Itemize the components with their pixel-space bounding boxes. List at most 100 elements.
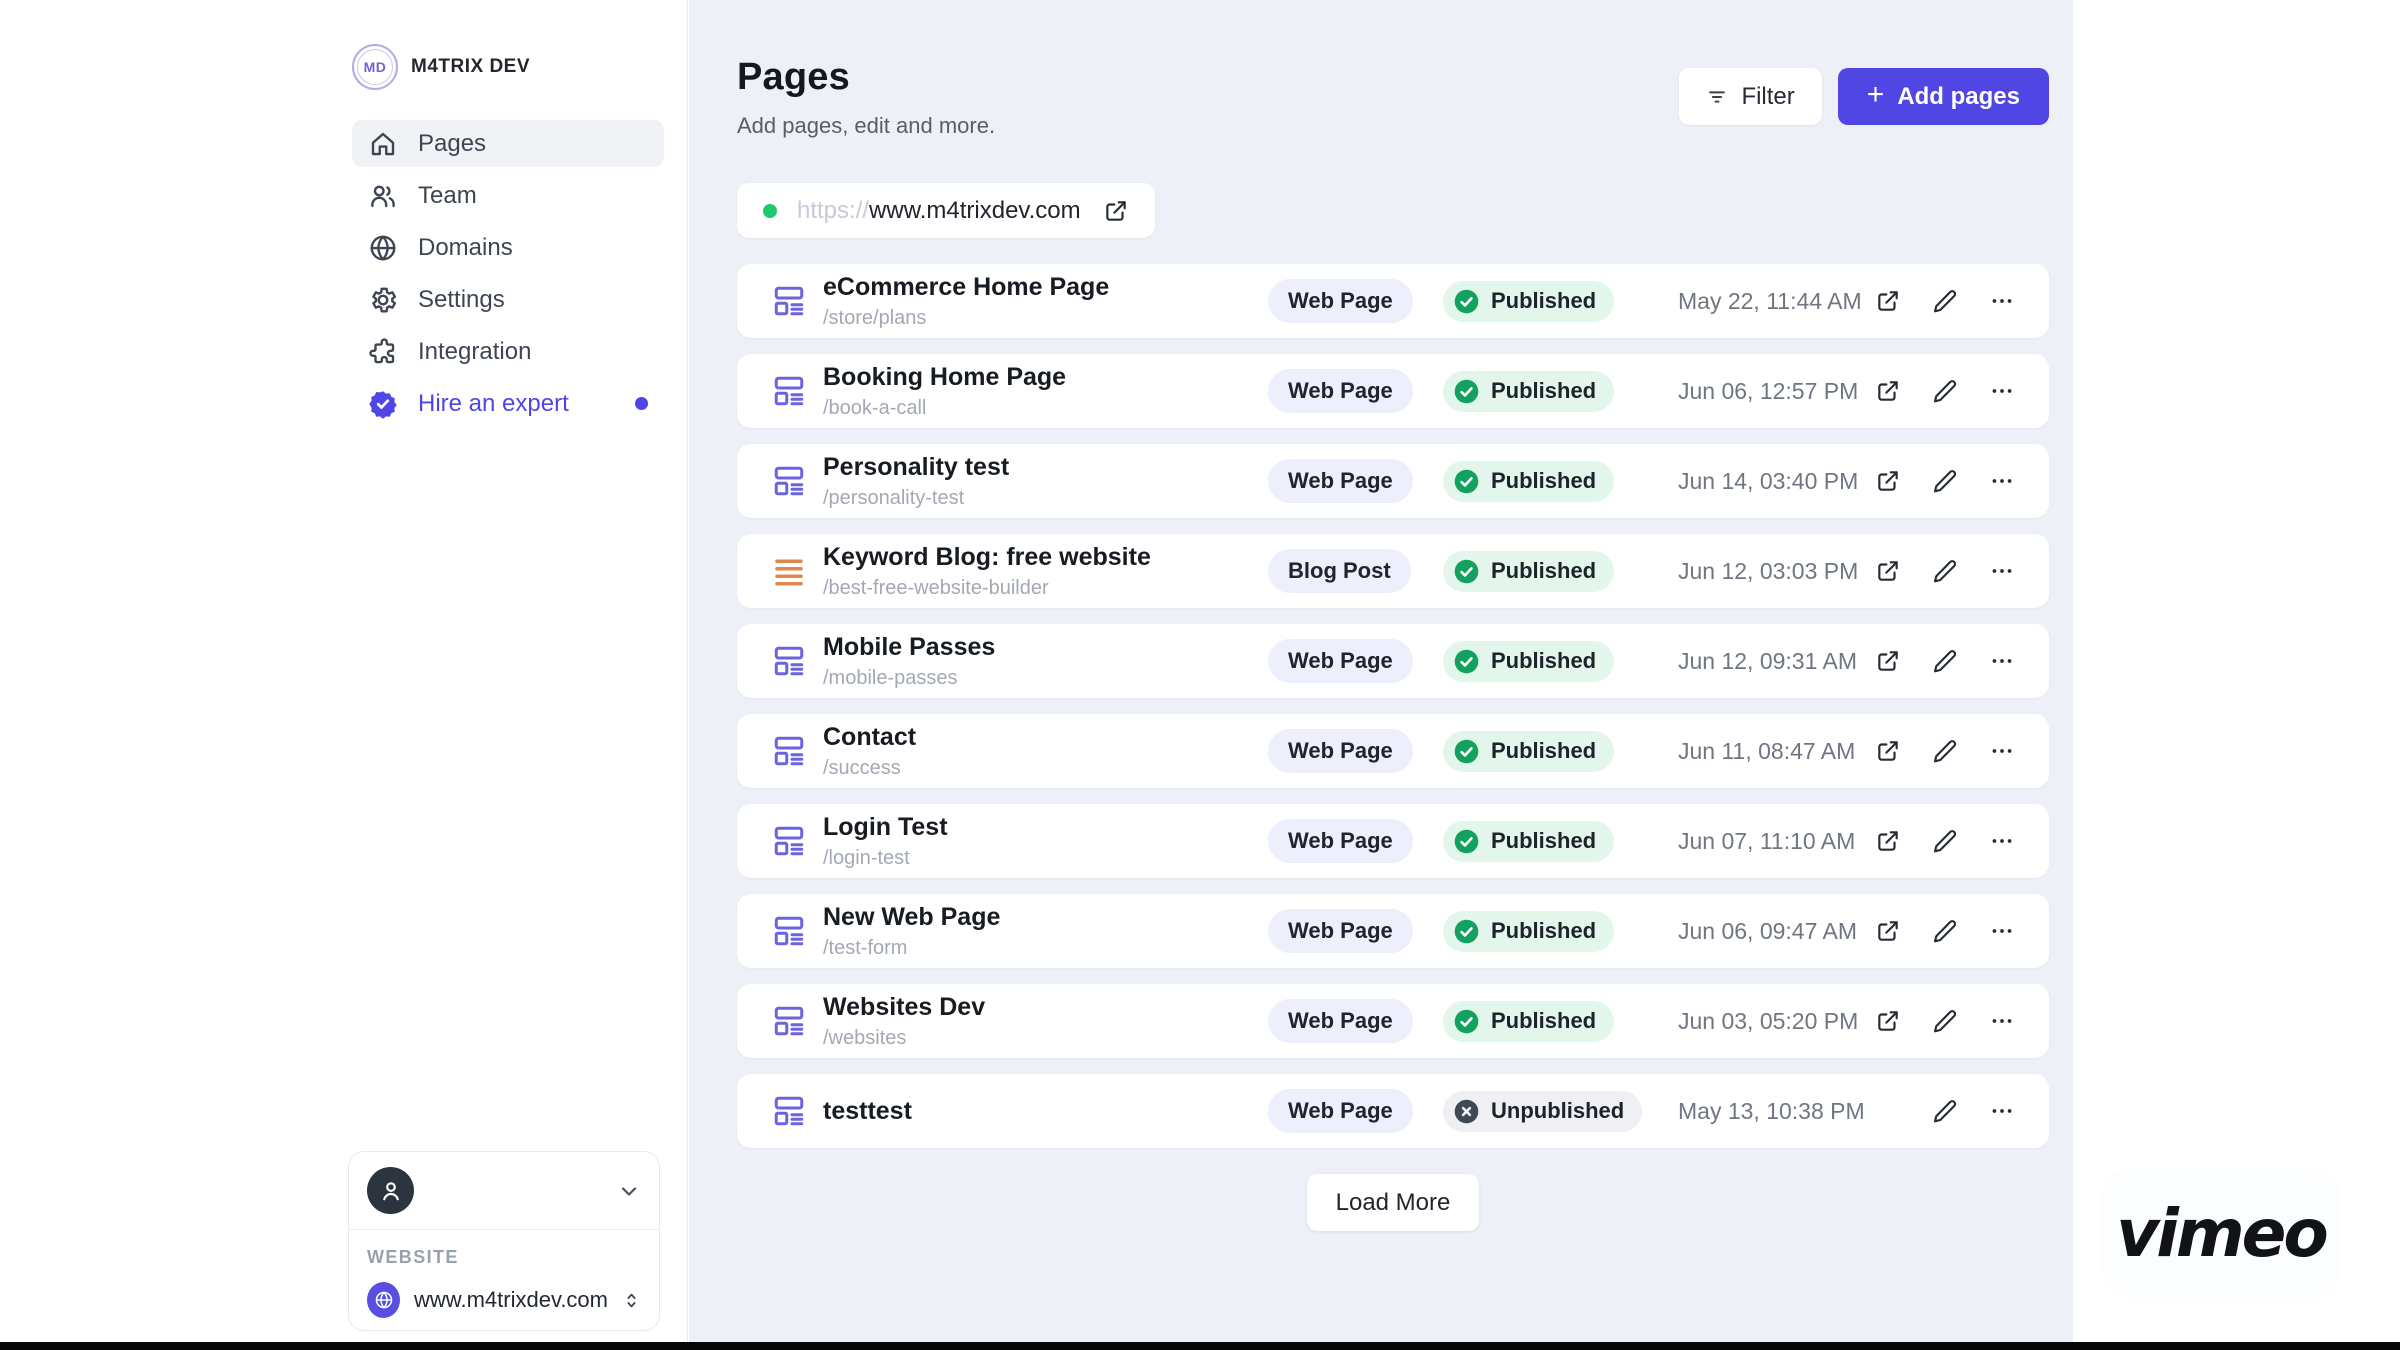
status-badge: Published — [1443, 910, 1615, 952]
more-options-icon[interactable] — [1989, 918, 2015, 944]
load-more-button[interactable]: Load More — [1306, 1174, 1480, 1231]
status-badge: Published — [1443, 550, 1615, 592]
status-badge: Published — [1443, 820, 1615, 862]
url-protocol: https:// — [797, 196, 870, 224]
integration-icon — [368, 337, 398, 367]
external-link-icon[interactable] — [1875, 378, 1901, 404]
more-options-icon[interactable] — [1989, 1008, 2015, 1034]
add-pages-button-label: Add pages — [1897, 82, 2020, 110]
page-timestamp: Jun 07, 11:10 AM — [1678, 827, 1856, 854]
more-options-icon[interactable] — [1989, 378, 2015, 404]
status-badge: Published — [1443, 640, 1615, 682]
page-timestamp: Jun 14, 03:40 PM — [1678, 467, 1859, 494]
edit-icon[interactable] — [1932, 558, 1958, 584]
external-link-icon[interactable] — [1875, 288, 1901, 314]
page-title-text: Contact — [823, 722, 917, 751]
brand-logo: MD M4TRIX DEV — [352, 44, 664, 90]
page-row: eCommerce Home Page/store/plans Web Page P… — [737, 264, 2049, 338]
more-options-icon[interactable] — [1989, 288, 2015, 314]
notification-dot — [635, 397, 648, 410]
check-circle-icon — [1453, 738, 1480, 765]
status-label: Published — [1491, 828, 1597, 853]
globe-icon — [368, 233, 398, 263]
blog-post-icon — [771, 553, 823, 589]
brand-logo-icon: MD — [352, 44, 398, 90]
page-title-text: testtest — [823, 1096, 912, 1125]
page-subtitle: Add pages, edit and more. — [737, 113, 996, 138]
filter-button[interactable]: Filter — [1679, 68, 1822, 125]
sidebar-item-domains[interactable]: Domains — [352, 224, 664, 271]
more-options-icon[interactable] — [1989, 648, 2015, 674]
edit-icon[interactable] — [1932, 648, 1958, 674]
website-label: WEBSITE — [367, 1247, 459, 1267]
external-link-icon[interactable] — [1875, 468, 1901, 494]
edit-icon[interactable] — [1932, 1008, 1958, 1034]
edit-icon[interactable] — [1932, 738, 1958, 764]
web-page-icon — [771, 733, 823, 769]
team-icon — [368, 181, 398, 211]
sidebar-item-label: Settings — [418, 285, 505, 313]
web-page-icon — [771, 1093, 823, 1129]
edit-icon[interactable] — [1932, 1098, 1958, 1124]
web-page-icon — [771, 463, 823, 499]
page-title-text: Websites Dev — [823, 992, 986, 1021]
home-icon — [368, 129, 398, 159]
external-link-icon[interactable] — [1875, 1008, 1901, 1034]
add-pages-button[interactable]: + Add pages — [1837, 68, 2049, 125]
page-title-text: Booking Home Page — [823, 362, 1067, 391]
page-row: Login Test/login-test Web Page Published Ju… — [737, 804, 2049, 878]
external-link-icon[interactable] — [1875, 918, 1901, 944]
page-path: /best-free-website-builder — [823, 576, 1049, 599]
page-title-text: Personality test — [823, 452, 1010, 481]
website-value: www.m4trixdev.com — [414, 1287, 608, 1312]
external-link-icon[interactable] — [1875, 648, 1901, 674]
page-title-text: Login Test — [823, 812, 948, 841]
more-options-icon[interactable] — [1989, 1098, 2015, 1124]
check-circle-icon — [1453, 288, 1480, 315]
more-options-icon[interactable] — [1989, 828, 2015, 854]
page-title-text: New Web Page — [823, 902, 1001, 931]
web-page-icon — [771, 913, 823, 949]
edit-icon[interactable] — [1932, 918, 1958, 944]
page-path: /book-a-call — [823, 396, 927, 419]
status-label: Published — [1491, 558, 1597, 583]
sidebar-item-settings[interactable]: Settings — [352, 276, 664, 323]
page-path: /test-form — [823, 936, 908, 959]
filter-button-label: Filter — [1741, 82, 1795, 110]
more-options-icon[interactable] — [1989, 468, 2015, 494]
url-domain: www.m4trixdev.com — [869, 196, 1081, 224]
page-timestamp: Jun 12, 03:03 PM — [1678, 557, 1859, 584]
edit-icon[interactable] — [1932, 828, 1958, 854]
web-page-icon — [771, 283, 823, 319]
chevron-down-icon[interactable] — [617, 1179, 641, 1203]
page-type-badge: Web Page — [1268, 279, 1413, 323]
x-circle-icon — [1453, 1098, 1480, 1125]
page-path: /store/plans — [823, 306, 927, 329]
check-circle-icon — [1453, 918, 1480, 945]
more-options-icon[interactable] — [1989, 738, 2015, 764]
external-link-icon[interactable] — [1875, 828, 1901, 854]
filter-icon — [1709, 90, 1726, 103]
status-label: Unpublished — [1491, 1098, 1625, 1123]
sidebar-item-hire-an-expert[interactable]: Hire an expert — [352, 380, 664, 427]
website-selector[interactable]: www.m4trixdev.com — [367, 1282, 641, 1318]
user-avatar[interactable] — [367, 1167, 414, 1214]
more-options-icon[interactable] — [1989, 558, 2015, 584]
page-title-text: Keyword Blog: free website — [823, 542, 1151, 571]
external-link-icon[interactable] — [1103, 198, 1129, 224]
edit-icon[interactable] — [1932, 468, 1958, 494]
page-path: /personality-test — [823, 486, 965, 509]
external-link-icon[interactable] — [1875, 558, 1901, 584]
web-page-icon — [771, 823, 823, 859]
status-badge: Published — [1443, 460, 1615, 502]
external-link-icon[interactable] — [1875, 738, 1901, 764]
edit-icon[interactable] — [1932, 378, 1958, 404]
sidebar-item-integration[interactable]: Integration — [352, 328, 664, 375]
page-path: /mobile-passes — [823, 666, 958, 689]
page-timestamp: Jun 06, 09:47 AM — [1678, 917, 1858, 944]
page-row: Contact/success Web Page Published Jun 11, … — [737, 714, 2049, 788]
sidebar-item-team[interactable]: Team — [352, 172, 664, 219]
sidebar-item-pages[interactable]: Pages — [352, 120, 664, 167]
pages-list: eCommerce Home Page/store/plans Web Page P… — [737, 264, 2049, 1148]
edit-icon[interactable] — [1932, 288, 1958, 314]
